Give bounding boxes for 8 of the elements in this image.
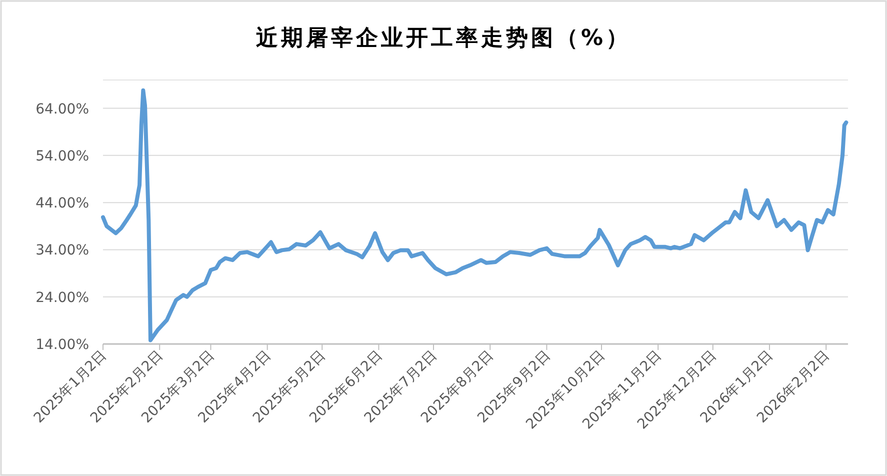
- y-tick-label: 24.00%: [36, 290, 89, 306]
- y-tick-label: 54.00%: [36, 148, 89, 164]
- line-series: [101, 88, 848, 342]
- chart-title: 近期屠宰企业开工率走势图（%）: [254, 25, 632, 51]
- y-tick-label: 14.00%: [36, 337, 89, 353]
- y-tick-label: 34.00%: [36, 242, 89, 259]
- y-tick-label: 44.00%: [36, 196, 89, 212]
- y-tick-label: 64.00%: [36, 101, 89, 118]
